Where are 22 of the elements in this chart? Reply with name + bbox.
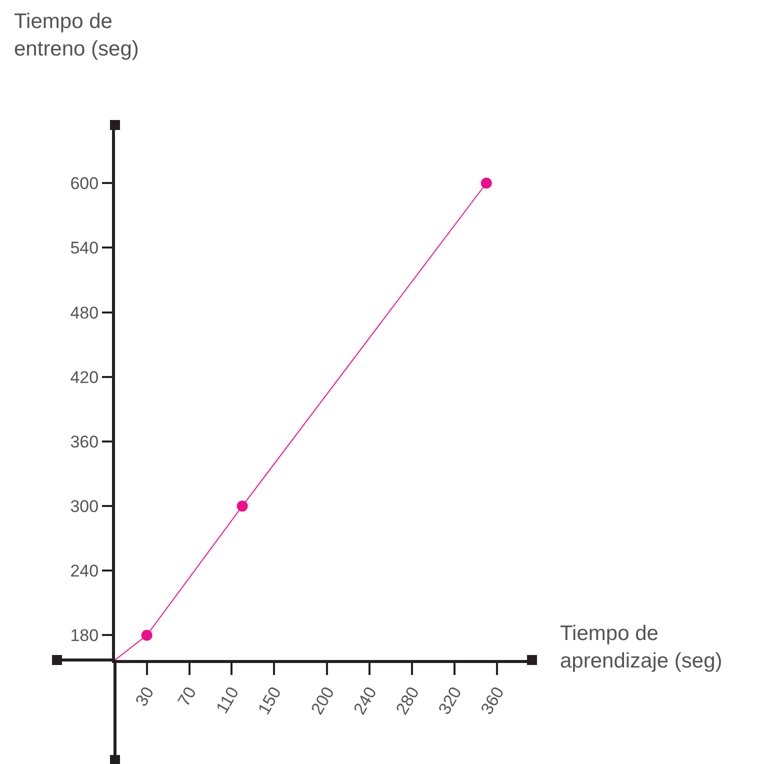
y-tick-label: 600 bbox=[70, 174, 99, 194]
x-tick-label: 200 bbox=[307, 684, 338, 718]
x-tick-label: 150 bbox=[254, 684, 285, 718]
y-tick-label: 300 bbox=[70, 497, 99, 516]
x-tick-label: 70 bbox=[174, 684, 200, 710]
x-tick-label: 320 bbox=[434, 684, 466, 718]
y-axis-title: Tiempo de entreno (seg) bbox=[14, 10, 139, 60]
x-tick-label: 280 bbox=[392, 684, 423, 718]
y-tick-label: 420 bbox=[70, 368, 99, 387]
point bbox=[141, 630, 152, 641]
x-axis-title: Tiempo de aprendizaje (seg) bbox=[560, 622, 722, 672]
y-tick-label: 540 bbox=[70, 238, 99, 258]
x-tick-label: 240 bbox=[350, 684, 380, 718]
x-tick-label: 360 bbox=[477, 684, 508, 718]
x-tick-label: 110 bbox=[212, 684, 243, 717]
point bbox=[236, 500, 248, 512]
y-tick-label: 240 bbox=[70, 562, 99, 581]
point bbox=[480, 178, 492, 189]
x-tick-label: 30 bbox=[132, 684, 158, 710]
y-tick-label: 480 bbox=[70, 303, 99, 322]
y-tick-label: 360 bbox=[70, 432, 99, 452]
y-tick-label: 180 bbox=[70, 626, 99, 646]
